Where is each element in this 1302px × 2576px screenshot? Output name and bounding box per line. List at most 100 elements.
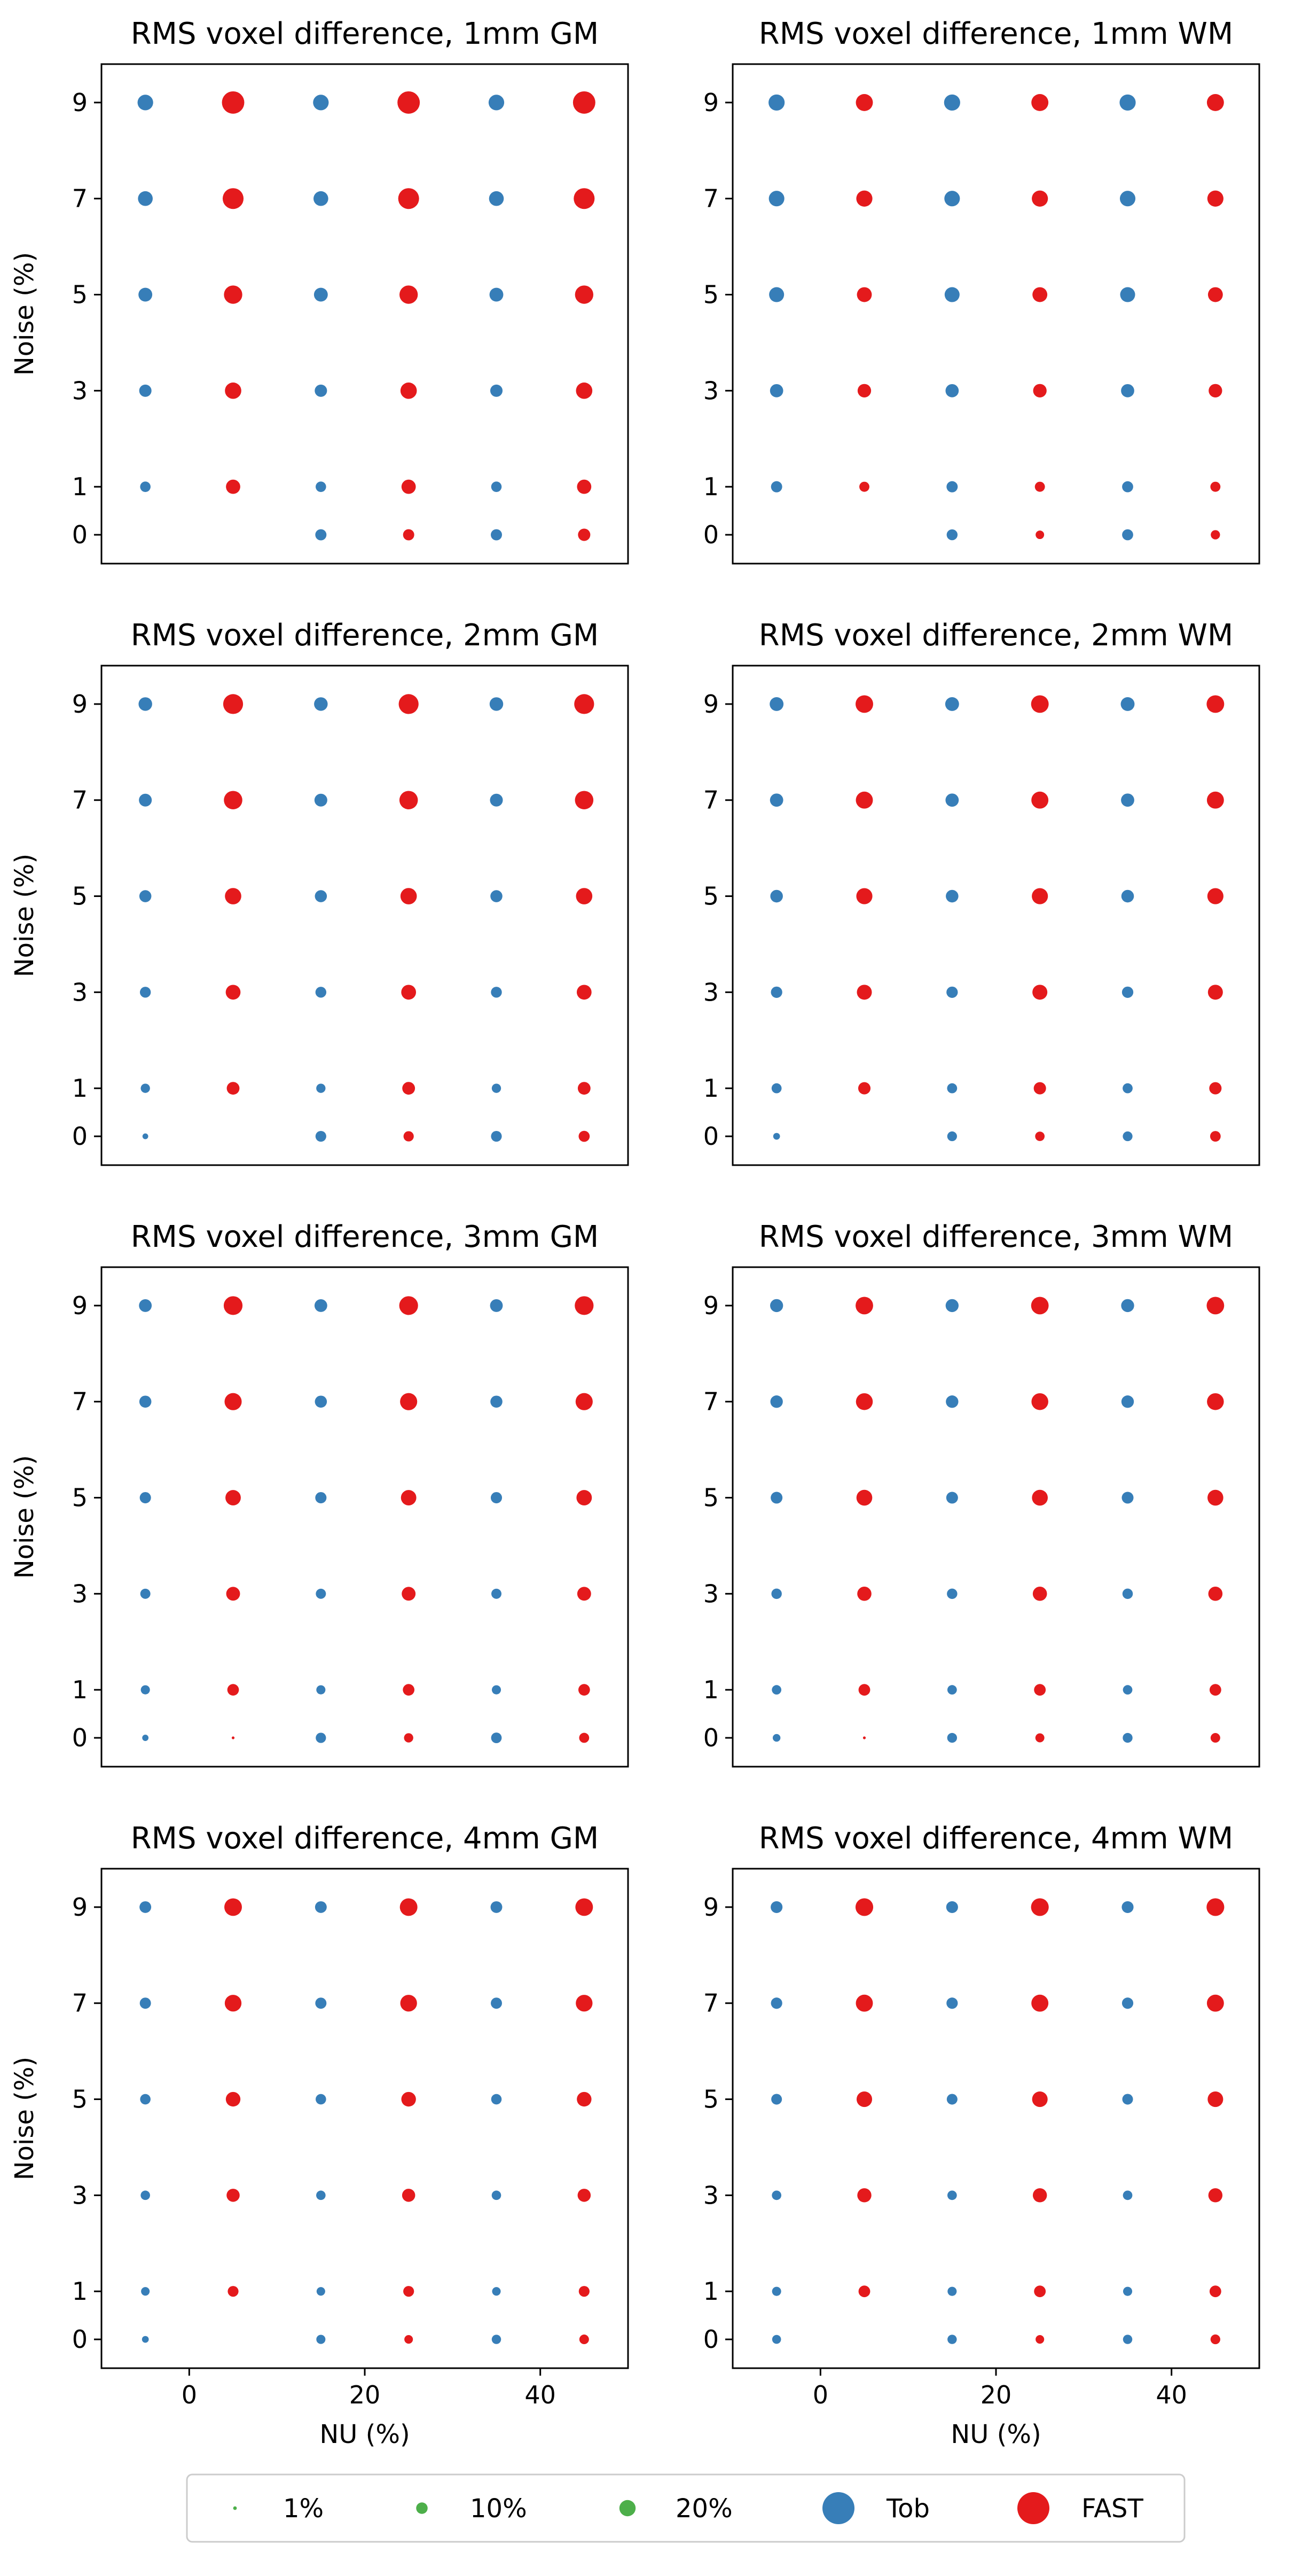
point-fast <box>856 1393 873 1410</box>
x-tick-label: 0 <box>182 2380 197 2409</box>
point-fast <box>1033 1082 1046 1095</box>
point-fast <box>1034 481 1045 492</box>
y-tick-label: 5 <box>72 1484 88 1512</box>
point-tob <box>946 2094 958 2105</box>
y-tick-label: 9 <box>72 1893 88 1922</box>
point-fast <box>226 1587 240 1601</box>
point-fast <box>400 383 417 399</box>
point-fast <box>857 1587 872 1601</box>
point-fast <box>401 2091 416 2107</box>
y-tick-label: 0 <box>72 2325 88 2354</box>
point-fast <box>858 2285 870 2298</box>
point-tob <box>140 1588 151 1599</box>
point-fast <box>225 888 241 904</box>
legend-label: 10% <box>470 2494 527 2524</box>
point-tob <box>139 384 152 397</box>
point-tob <box>137 95 153 111</box>
point-fast <box>856 1994 873 2012</box>
point-tob <box>1119 94 1136 111</box>
point-tob <box>770 1299 783 1313</box>
point-fast <box>402 2189 415 2202</box>
point-fast <box>222 188 244 209</box>
point-tob <box>315 1130 326 1142</box>
point-fast <box>398 694 419 714</box>
y-tick-label: 3 <box>703 376 719 405</box>
point-tob <box>316 2287 325 2296</box>
point-tob <box>316 1732 326 1743</box>
point-tob <box>1121 1299 1134 1313</box>
point-fast <box>1032 888 1048 904</box>
point-fast <box>1031 1898 1049 1916</box>
y-tick-label: 5 <box>703 882 719 911</box>
y-tick-label: 5 <box>72 882 88 911</box>
point-tob <box>139 1299 152 1312</box>
point-tob <box>944 94 960 111</box>
point-tob <box>491 2190 501 2200</box>
point-tob <box>138 287 153 302</box>
point-fast <box>1032 287 1048 302</box>
y-tick-label: 1 <box>703 2277 719 2306</box>
y-tick-label: 3 <box>72 978 88 1006</box>
point-fast <box>403 529 414 541</box>
point-tob <box>491 1130 502 1142</box>
point-tob <box>945 384 959 397</box>
point-fast <box>1032 2188 1047 2203</box>
subplot-1: RMS voxel difference, 1mm GM 0 1 3 5 7 9 Noise … <box>10 17 629 565</box>
point-tob <box>947 1685 957 1695</box>
point-tob <box>1119 191 1136 207</box>
subplot-title: RMS voxel difference, 4mm GM <box>131 1821 599 1856</box>
point-tob <box>946 481 958 493</box>
point-fast <box>856 2091 873 2107</box>
point-tob <box>315 1997 327 2009</box>
point-tob <box>142 1735 149 1741</box>
subplot-title: RMS voxel difference, 3mm WM <box>759 1220 1233 1254</box>
point-fast <box>403 1131 414 1142</box>
point-tob <box>1122 2094 1133 2105</box>
point-tob <box>768 94 785 111</box>
point-tob <box>769 287 785 302</box>
point-tob <box>1120 697 1135 711</box>
point-tob <box>313 191 328 206</box>
point-fast <box>1033 384 1047 397</box>
point-fast <box>1035 1131 1045 1141</box>
point-tob <box>139 1492 151 1504</box>
legend-label: 1% <box>283 2494 324 2524</box>
point-fast <box>574 188 595 209</box>
point-fast <box>1031 93 1049 111</box>
point-fast <box>223 694 244 714</box>
legend-frame <box>186 2473 1186 2543</box>
point-fast <box>855 1898 874 1916</box>
point-tob <box>947 2190 957 2200</box>
point-tob <box>947 2286 957 2296</box>
y-tick-label: 3 <box>72 376 88 405</box>
point-fast <box>1206 695 1225 713</box>
subplot-title: RMS voxel difference, 2mm GM <box>131 618 599 653</box>
point-fast <box>1206 1994 1224 2012</box>
x-tick-label: 40 <box>524 2380 556 2409</box>
y-tick-label: 3 <box>72 2181 88 2210</box>
point-fast <box>403 1684 415 1696</box>
point-fast <box>1209 2285 1221 2298</box>
y-tick-label: 0 <box>703 1723 719 1752</box>
legend: 1% 10% 20% Tob FAST <box>186 2473 1186 2543</box>
point-fast <box>1211 530 1220 540</box>
point-fast <box>579 2335 589 2345</box>
point-tob <box>945 697 959 711</box>
y-axis-label: Noise (%) <box>10 1455 40 1579</box>
legend-size-marker <box>233 2506 237 2510</box>
point-fast <box>1207 190 1223 207</box>
point-tob <box>1123 1685 1133 1695</box>
point-fast <box>1207 1393 1224 1410</box>
y-tick-label: 9 <box>72 88 88 117</box>
axes-frame <box>100 665 629 1166</box>
point-tob <box>946 889 959 903</box>
point-tob <box>138 191 153 206</box>
point-tob <box>139 1901 152 1913</box>
point-fast <box>1032 2091 1048 2107</box>
subplot-2: RMS voxel difference, 1mm WM 0 1 3 5 7 9 <box>703 17 1260 565</box>
point-tob <box>1121 1901 1134 1913</box>
point-tob <box>316 481 326 492</box>
point-fast <box>1032 985 1048 1000</box>
y-axis-label: Noise (%) <box>10 854 40 977</box>
point-fast <box>862 1736 866 1739</box>
